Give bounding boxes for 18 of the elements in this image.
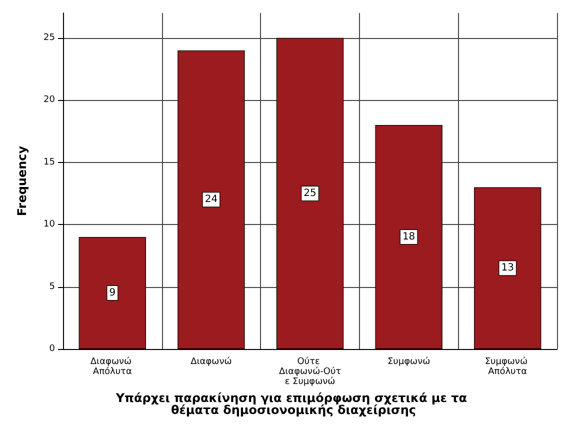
x-tick-label: Διαφωνώ Απόλυτα [90,356,134,377]
data-label: 9 [109,288,116,298]
y-tick-label: 15 [44,157,55,168]
y-tick-label: 20 [44,95,56,106]
y-tick-label: 5 [49,282,55,292]
x-tick-label: Διαφωνώ [190,356,232,367]
x-tick-label: Συμφωνώ [387,356,430,367]
y-tick-label: 0 [49,344,56,354]
data-label: 18 [402,232,416,242]
y-tick-label: 10 [44,220,56,230]
x-axis-title: Υπάρχει παρακίνηση για επιμόρφωση σχετικά με τα θέματα δημοσιονομικής διαχείρισης [114,391,472,417]
y-tick-label: 25 [44,32,55,43]
x-tick-label: Ούτε Διαφωνώ-Ούτε Συμφωνώ [278,356,342,387]
y-axis-title: Frequency [15,146,29,216]
x-tick-label: Συμφωνώ Απόλυτα [484,356,530,377]
data-label: 24 [204,194,218,206]
data-label: 25 [304,188,316,199]
data-label: 13 [501,262,514,274]
